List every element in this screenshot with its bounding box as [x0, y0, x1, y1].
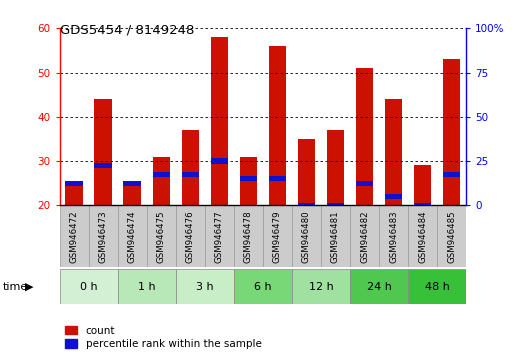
Bar	[234, 205, 263, 267]
Bar	[118, 269, 176, 304]
Text: GSM946479: GSM946479	[273, 210, 282, 263]
Bar	[181, 130, 199, 205]
Bar	[414, 166, 431, 205]
Text: GSM946475: GSM946475	[157, 210, 166, 263]
Bar	[123, 183, 141, 205]
Text: 0 h: 0 h	[80, 282, 97, 292]
Bar	[205, 205, 234, 267]
Bar	[65, 181, 83, 186]
Bar	[176, 205, 205, 267]
Bar	[240, 176, 257, 181]
Bar	[321, 205, 350, 267]
Bar	[443, 172, 461, 177]
Bar	[234, 269, 292, 304]
Bar	[152, 156, 170, 205]
Text: GSM946477: GSM946477	[215, 210, 224, 263]
Bar	[123, 181, 141, 186]
Text: time: time	[3, 282, 28, 292]
Bar	[408, 205, 437, 267]
Bar	[176, 269, 234, 304]
Bar	[118, 205, 147, 267]
Text: GSM946478: GSM946478	[244, 210, 253, 263]
Bar	[356, 181, 373, 186]
Text: GSM946485: GSM946485	[447, 210, 456, 263]
Bar	[94, 163, 112, 168]
Bar	[147, 205, 176, 267]
Bar	[60, 269, 118, 304]
Bar	[356, 68, 373, 205]
Bar	[350, 205, 379, 267]
Bar	[292, 205, 321, 267]
Text: GSM946481: GSM946481	[331, 210, 340, 263]
Text: GSM946480: GSM946480	[302, 210, 311, 263]
Text: 48 h: 48 h	[425, 282, 450, 292]
Bar	[211, 37, 228, 205]
Bar	[408, 269, 466, 304]
Text: GDS5454 / 8149248: GDS5454 / 8149248	[60, 23, 194, 36]
Text: GSM946484: GSM946484	[418, 210, 427, 263]
Bar	[65, 183, 83, 205]
Bar	[263, 205, 292, 267]
Bar	[89, 205, 118, 267]
Bar	[414, 202, 431, 208]
Text: 12 h: 12 h	[309, 282, 334, 292]
Bar	[437, 205, 466, 267]
Text: GSM946474: GSM946474	[127, 210, 137, 263]
Text: 6 h: 6 h	[254, 282, 272, 292]
Text: 3 h: 3 h	[196, 282, 213, 292]
Legend: count, percentile rank within the sample: count, percentile rank within the sample	[65, 326, 262, 349]
Text: 1 h: 1 h	[138, 282, 155, 292]
Text: 24 h: 24 h	[367, 282, 392, 292]
Text: GSM946483: GSM946483	[389, 210, 398, 263]
Bar	[379, 205, 408, 267]
Bar	[327, 130, 344, 205]
Text: GSM946476: GSM946476	[186, 210, 195, 263]
Bar	[269, 46, 286, 205]
Text: GSM946473: GSM946473	[98, 210, 108, 263]
Bar	[350, 269, 408, 304]
Bar	[292, 269, 350, 304]
Text: GSM946472: GSM946472	[69, 210, 79, 263]
Bar	[240, 156, 257, 205]
Bar	[269, 176, 286, 181]
Text: ▶: ▶	[25, 282, 33, 292]
Bar	[327, 202, 344, 208]
Bar	[298, 202, 315, 208]
Bar	[94, 99, 112, 205]
Bar	[385, 99, 402, 205]
Bar	[443, 59, 461, 205]
Text: GSM946482: GSM946482	[360, 210, 369, 263]
Bar	[152, 172, 170, 177]
Bar	[181, 172, 199, 177]
Bar	[298, 139, 315, 205]
Bar	[385, 194, 402, 199]
Bar	[211, 159, 228, 164]
Bar	[60, 205, 89, 267]
